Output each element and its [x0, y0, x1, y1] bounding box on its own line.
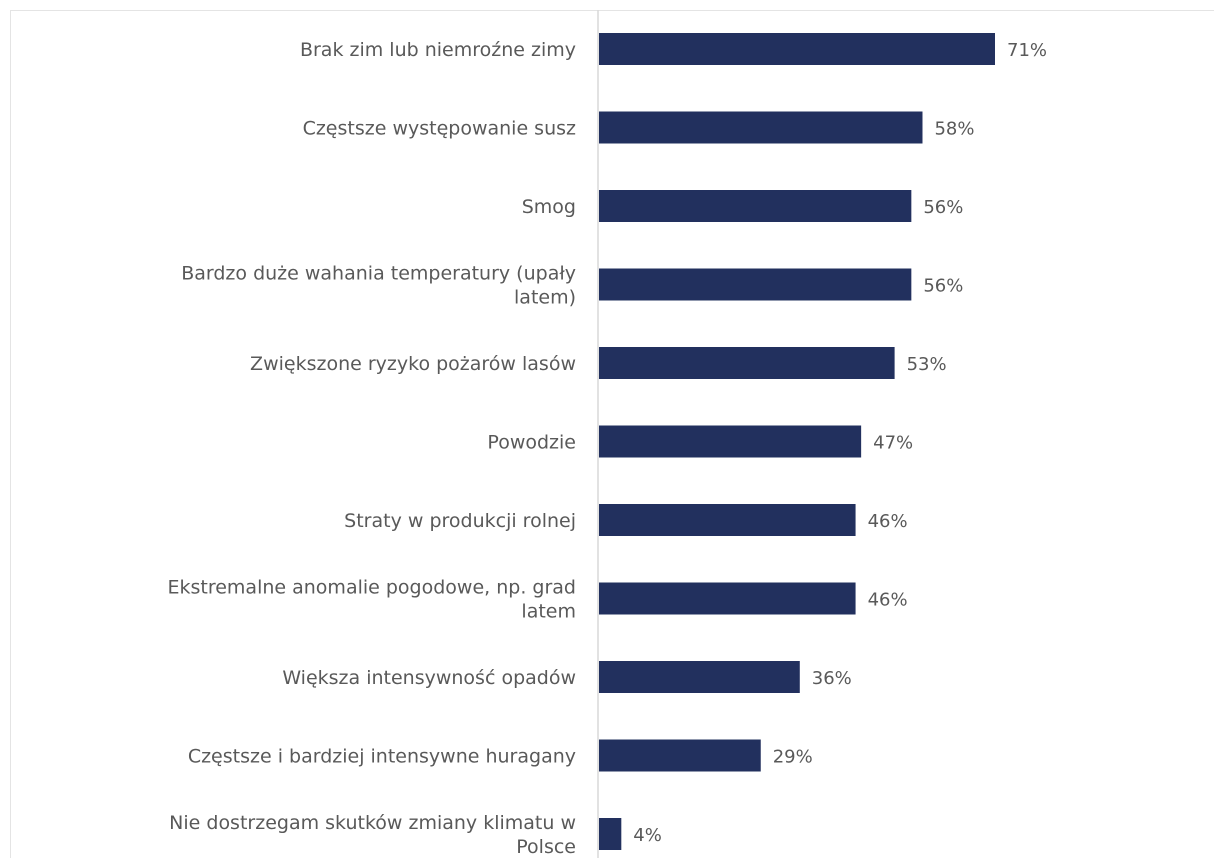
category-label-line: Smog [522, 196, 576, 218]
bar-value-label: 58% [934, 119, 974, 140]
category-label: Częstsze występowanie susz [303, 118, 576, 140]
category-label: Częstsze i bardziej intensywne huragany [188, 746, 576, 768]
bar [599, 190, 911, 222]
category-label-line: Nie dostrzegam skutków zmiany klimatu w [169, 812, 576, 834]
category-label: Większa intensywność opadów [282, 667, 576, 689]
category-label: Ekstremalne anomalie pogodowe, np. grad l… [167, 577, 576, 623]
category-labels-group: Brak zim lub niemroźne zimy Częstsze wyst… [167, 39, 576, 858]
bar-value-label: 71% [1007, 40, 1047, 61]
category-label-line: latem [521, 601, 576, 623]
bar-value-label: 29% [773, 747, 813, 768]
bar [599, 112, 922, 144]
category-label-line: latem) [514, 287, 576, 309]
bar-value-label: 56% [923, 276, 963, 297]
bar [599, 347, 895, 379]
bar-value-label: 4% [633, 825, 662, 846]
category-label-line: Polsce [516, 836, 576, 858]
bar [599, 33, 995, 65]
category-label-line: Częstsze i bardziej intensywne huragany [188, 746, 576, 768]
category-label-line: Straty w produkcji rolnej [344, 510, 576, 532]
category-label-line: Większa intensywność opadów [282, 667, 576, 689]
bars-group [599, 33, 995, 850]
category-label-line: Powodzie [487, 432, 576, 454]
category-label-line: Ekstremalne anomalie pogodowe, np. grad [167, 577, 576, 599]
category-label: Smog [522, 196, 576, 218]
category-label-line: Brak zim lub niemroźne zimy [300, 39, 576, 61]
category-label: Powodzie [487, 432, 576, 454]
bar [599, 818, 621, 850]
category-label: Zwiększone ryzyko pożarów lasów [250, 353, 576, 375]
category-label: Brak zim lub niemroźne zimy [300, 39, 576, 61]
category-label-line: Częstsze występowanie susz [303, 118, 576, 140]
bar-value-label: 46% [868, 511, 908, 532]
bar [599, 740, 761, 772]
bar-value-label: 36% [812, 668, 852, 689]
bar [599, 504, 856, 536]
bar-value-label: 47% [873, 433, 913, 454]
bar-value-label: 46% [868, 590, 908, 611]
bar [599, 269, 911, 301]
bar-value-label: 53% [907, 354, 947, 375]
bar [599, 426, 861, 458]
category-label: Straty w produkcji rolnej [344, 510, 576, 532]
bar [599, 661, 800, 693]
bar [599, 583, 856, 615]
category-label-line: Bardzo duże wahania temperatury (upały [181, 263, 576, 285]
category-label-line: Zwiększone ryzyko pożarów lasów [250, 353, 576, 375]
category-label: Bardzo duże wahania temperatury (upały la… [181, 263, 576, 309]
bar-value-label: 56% [923, 197, 963, 218]
